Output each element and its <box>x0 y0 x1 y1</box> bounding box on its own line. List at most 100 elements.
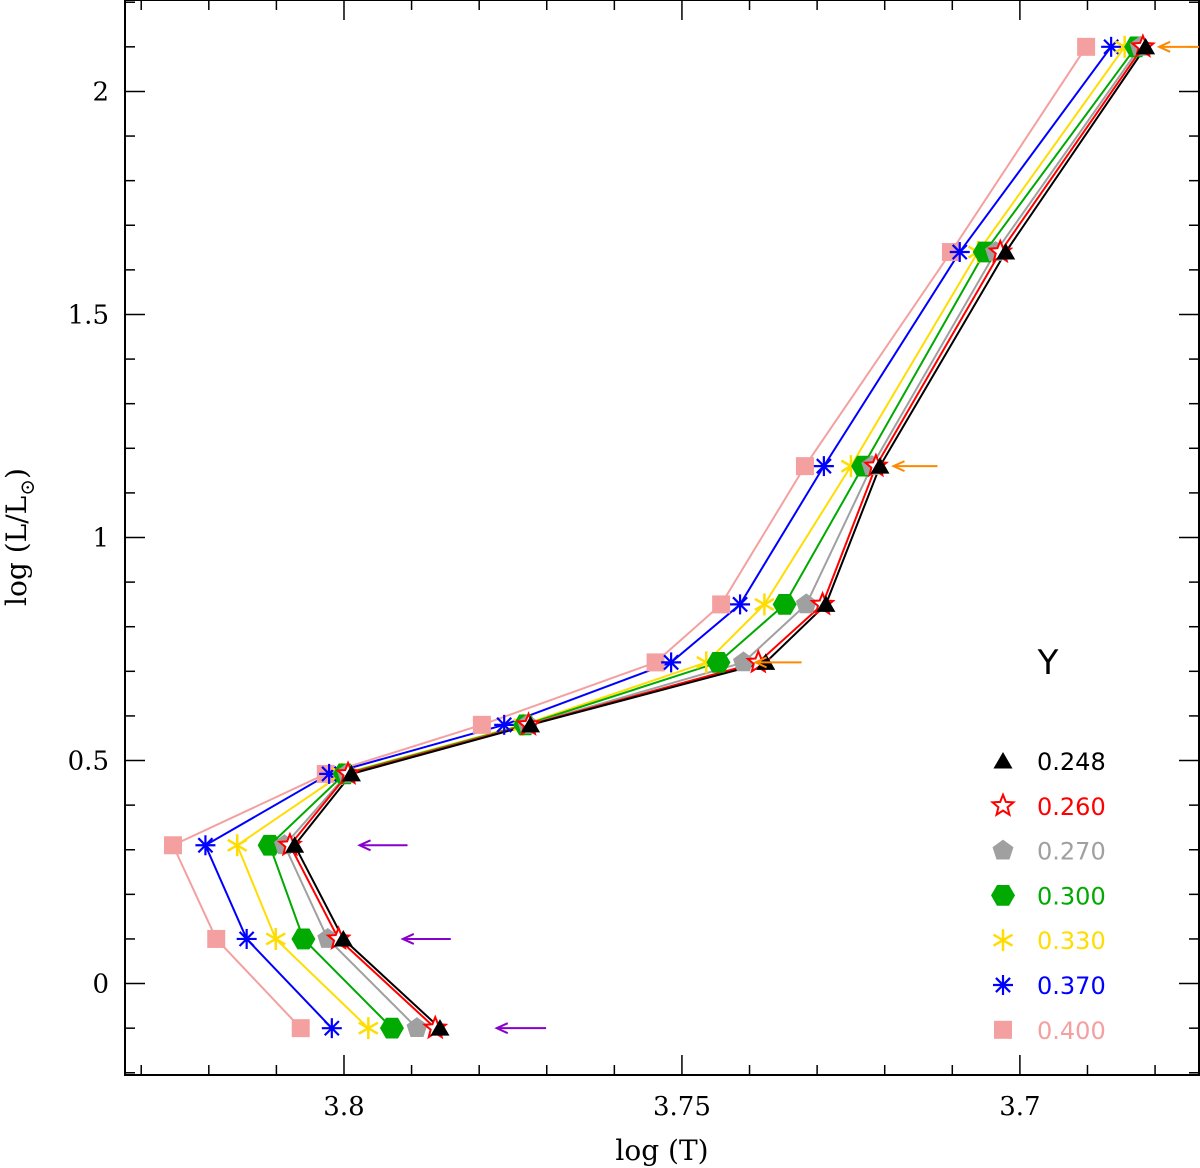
arrow-annotation <box>494 1022 547 1035</box>
data-point-0.300 <box>706 652 731 673</box>
star-spoke <box>265 937 277 946</box>
data-point-0.248 <box>870 457 890 474</box>
star-spoke <box>992 939 1004 947</box>
data-point-0.248 <box>430 1019 450 1036</box>
legend-marker-0.370 <box>993 975 1013 995</box>
y-axis-title-subscript: ⊙ <box>15 479 39 496</box>
star-spoke <box>763 603 775 611</box>
series-markers <box>163 33 1156 1040</box>
arrow-annotation <box>357 839 408 852</box>
data-point-0.400 <box>795 457 814 476</box>
asterisk-stroke <box>951 244 968 260</box>
asterisk-stroke <box>663 654 679 671</box>
legend: Y 0.248 0.260 0.270 0.300 0.330 0.370 0.400 <box>989 643 1106 1045</box>
star-spoke <box>1114 45 1126 54</box>
data-point-0.300 <box>379 1017 404 1039</box>
x-axis-title: log (T) <box>615 1134 708 1167</box>
series-line-0.400 <box>171 46 1087 1029</box>
data-point-0.400 <box>472 715 491 734</box>
data-point-0.370 <box>236 928 257 949</box>
y-tick-label: 2 <box>92 77 109 107</box>
data-point-0.248 <box>333 929 353 947</box>
arrow-head <box>357 839 371 852</box>
data-point-0.330 <box>754 593 775 616</box>
legend-label-0.330: 0.330 <box>1037 927 1106 955</box>
y-tick-label: 0 <box>92 970 109 1000</box>
legend-label-0.260: 0.260 <box>1037 793 1106 821</box>
arrow-annotation <box>1156 40 1199 53</box>
data-point-0.370 <box>321 1018 342 1039</box>
data-point-0.248 <box>341 764 361 782</box>
legend-marker-0.400 <box>994 1020 1012 1039</box>
legend-title: Y <box>1037 643 1059 683</box>
data-point-0.370 <box>949 242 970 263</box>
data-point-0.370 <box>494 714 515 735</box>
star-spoke <box>227 838 238 847</box>
data-point-0.248 <box>996 243 1016 260</box>
asterisk-stroke <box>816 458 832 474</box>
data-point-0.370 <box>813 456 834 477</box>
arrow-head <box>400 933 415 945</box>
data-point-0.300 <box>772 594 797 615</box>
data-point-0.330 <box>227 834 248 857</box>
asterisk-stroke <box>496 716 513 733</box>
series-line-0.270 <box>283 46 1142 1029</box>
data-point-0.270 <box>795 593 817 614</box>
plot-frame <box>124 0 1200 1076</box>
arrow-annotations <box>357 40 1199 1035</box>
axis-ticks <box>125 0 1199 1075</box>
star-spoke <box>1002 933 1014 942</box>
data-point-0.400 <box>712 595 731 614</box>
star-spoke <box>763 597 775 606</box>
series-line-0.260 <box>288 46 1144 1029</box>
legend-label-0.370: 0.370 <box>1037 972 1106 1000</box>
star-spoke <box>1002 939 1014 947</box>
star-spoke <box>992 933 1004 942</box>
asterisk-stroke <box>732 596 748 613</box>
legend-marker-0.330 <box>992 929 1014 952</box>
star-spoke <box>696 661 707 669</box>
star-spoke <box>367 1027 379 1035</box>
star-spoke <box>754 597 766 606</box>
star-spoke <box>227 844 238 852</box>
data-point-0.400 <box>1077 37 1096 56</box>
arrow-head <box>494 1022 509 1035</box>
series-line-0.300 <box>268 46 1137 1029</box>
x-tick-label: 3.7 <box>999 1092 1040 1122</box>
legend-marker-0.248 <box>993 752 1013 769</box>
y-tick-label: 1.5 <box>68 300 109 330</box>
y-axis-title-suffix: ) <box>0 468 33 479</box>
series-line-0.370 <box>204 46 1112 1029</box>
series-line-0.330 <box>235 46 1126 1029</box>
arrow-annotation <box>753 656 802 669</box>
data-point-0.370 <box>195 835 216 856</box>
star-spoke <box>236 844 248 852</box>
data-point-0.400 <box>163 836 182 855</box>
star-spoke <box>754 603 766 611</box>
star-spoke <box>840 465 852 473</box>
arrow-head <box>891 460 905 473</box>
legend-marker-0.260 <box>989 792 1017 817</box>
star-spoke <box>1114 40 1126 48</box>
series-line-0.248 <box>293 46 1147 1029</box>
legend-label-0.270: 0.270 <box>1037 838 1106 866</box>
star-spoke <box>358 1021 369 1030</box>
data-point-0.300 <box>291 928 316 950</box>
star-spoke <box>275 932 286 941</box>
data-point-0.400 <box>207 929 226 948</box>
data-point-0.330 <box>358 1017 379 1040</box>
star-spoke <box>236 838 248 847</box>
y-axis-title: log (L/L⊙) <box>0 468 39 606</box>
data-point-0.370 <box>661 652 682 673</box>
star-spoke <box>696 655 707 664</box>
star-spoke <box>367 1021 379 1030</box>
legend-label-0.300: 0.300 <box>1037 882 1106 910</box>
asterisk-stroke <box>238 931 255 947</box>
data-point-0.248 <box>285 836 305 853</box>
legend-marker-0.270 <box>992 839 1014 860</box>
data-point-0.400 <box>646 653 665 672</box>
asterisk-stroke <box>323 1020 340 1037</box>
star-spoke <box>840 459 852 468</box>
arrow-annotation <box>891 460 938 473</box>
